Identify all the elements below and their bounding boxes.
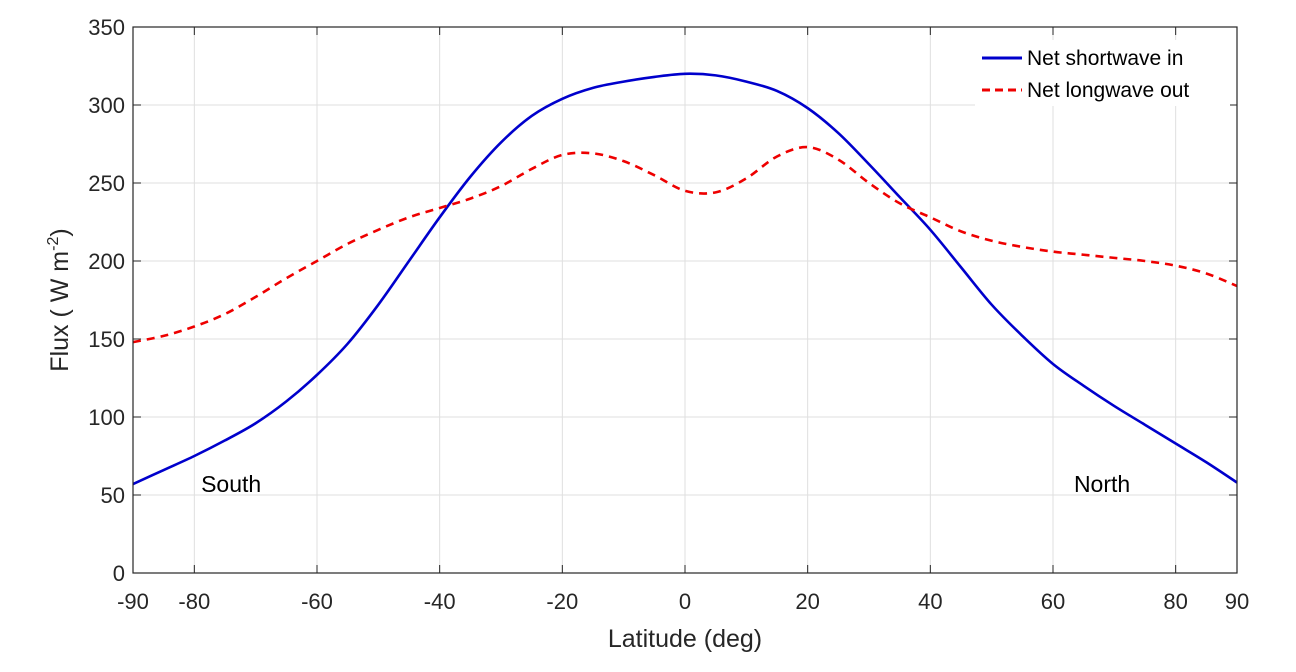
x-tick-label: -60 [301, 589, 333, 614]
y-tick-label: 250 [88, 171, 125, 196]
x-tick-label: 60 [1041, 589, 1065, 614]
annotation-south: South [201, 471, 261, 497]
x-tick-label: 0 [679, 589, 691, 614]
y-tick-label: 200 [88, 249, 125, 274]
y-tick-label: 350 [88, 15, 125, 40]
x-tick-label: 80 [1163, 589, 1187, 614]
ticks: -90 -80 -60 -40 -20 0 20 40 60 80 90 0 50 100 150 200 25… [88, 15, 1249, 614]
legend: Net shortwave in Net longwave out [975, 40, 1230, 106]
series-line-shortwave [132, 72, 1238, 486]
y-axis-title: Flux ( W m-2) [45, 228, 74, 371]
y-tick-label: 150 [88, 327, 125, 352]
x-tick-label: -20 [546, 589, 578, 614]
x-tick-label: 40 [918, 589, 942, 614]
x-tick-label: -90 [117, 589, 149, 614]
y-tick-label: 300 [88, 93, 125, 118]
y-axis-title-main: Flux ( W m [46, 251, 74, 372]
x-tick-label: 20 [795, 589, 819, 614]
x-axis-title: Latitude (deg) [608, 625, 762, 653]
legend-label-longwave: Net longwave out [1027, 79, 1189, 102]
x-tick-label: -80 [178, 589, 210, 614]
y-tick-label: 50 [101, 483, 125, 508]
series-line-longwave [132, 145, 1238, 344]
annotation-north: North [1074, 471, 1130, 497]
legend-box [975, 40, 1230, 106]
y-axis-title-exponent: -2 [45, 237, 62, 251]
y-tick-label: 0 [113, 561, 125, 586]
series-layer [132, 72, 1238, 486]
legend-label-shortwave: Net shortwave in [1027, 47, 1183, 70]
annotations: South North [201, 471, 1130, 497]
y-tick-label: 100 [88, 405, 125, 430]
grid [133, 27, 1237, 573]
x-tick-label: 90 [1225, 589, 1249, 614]
x-tick-label: -40 [424, 589, 456, 614]
y-axis-title-close: ) [46, 228, 74, 236]
